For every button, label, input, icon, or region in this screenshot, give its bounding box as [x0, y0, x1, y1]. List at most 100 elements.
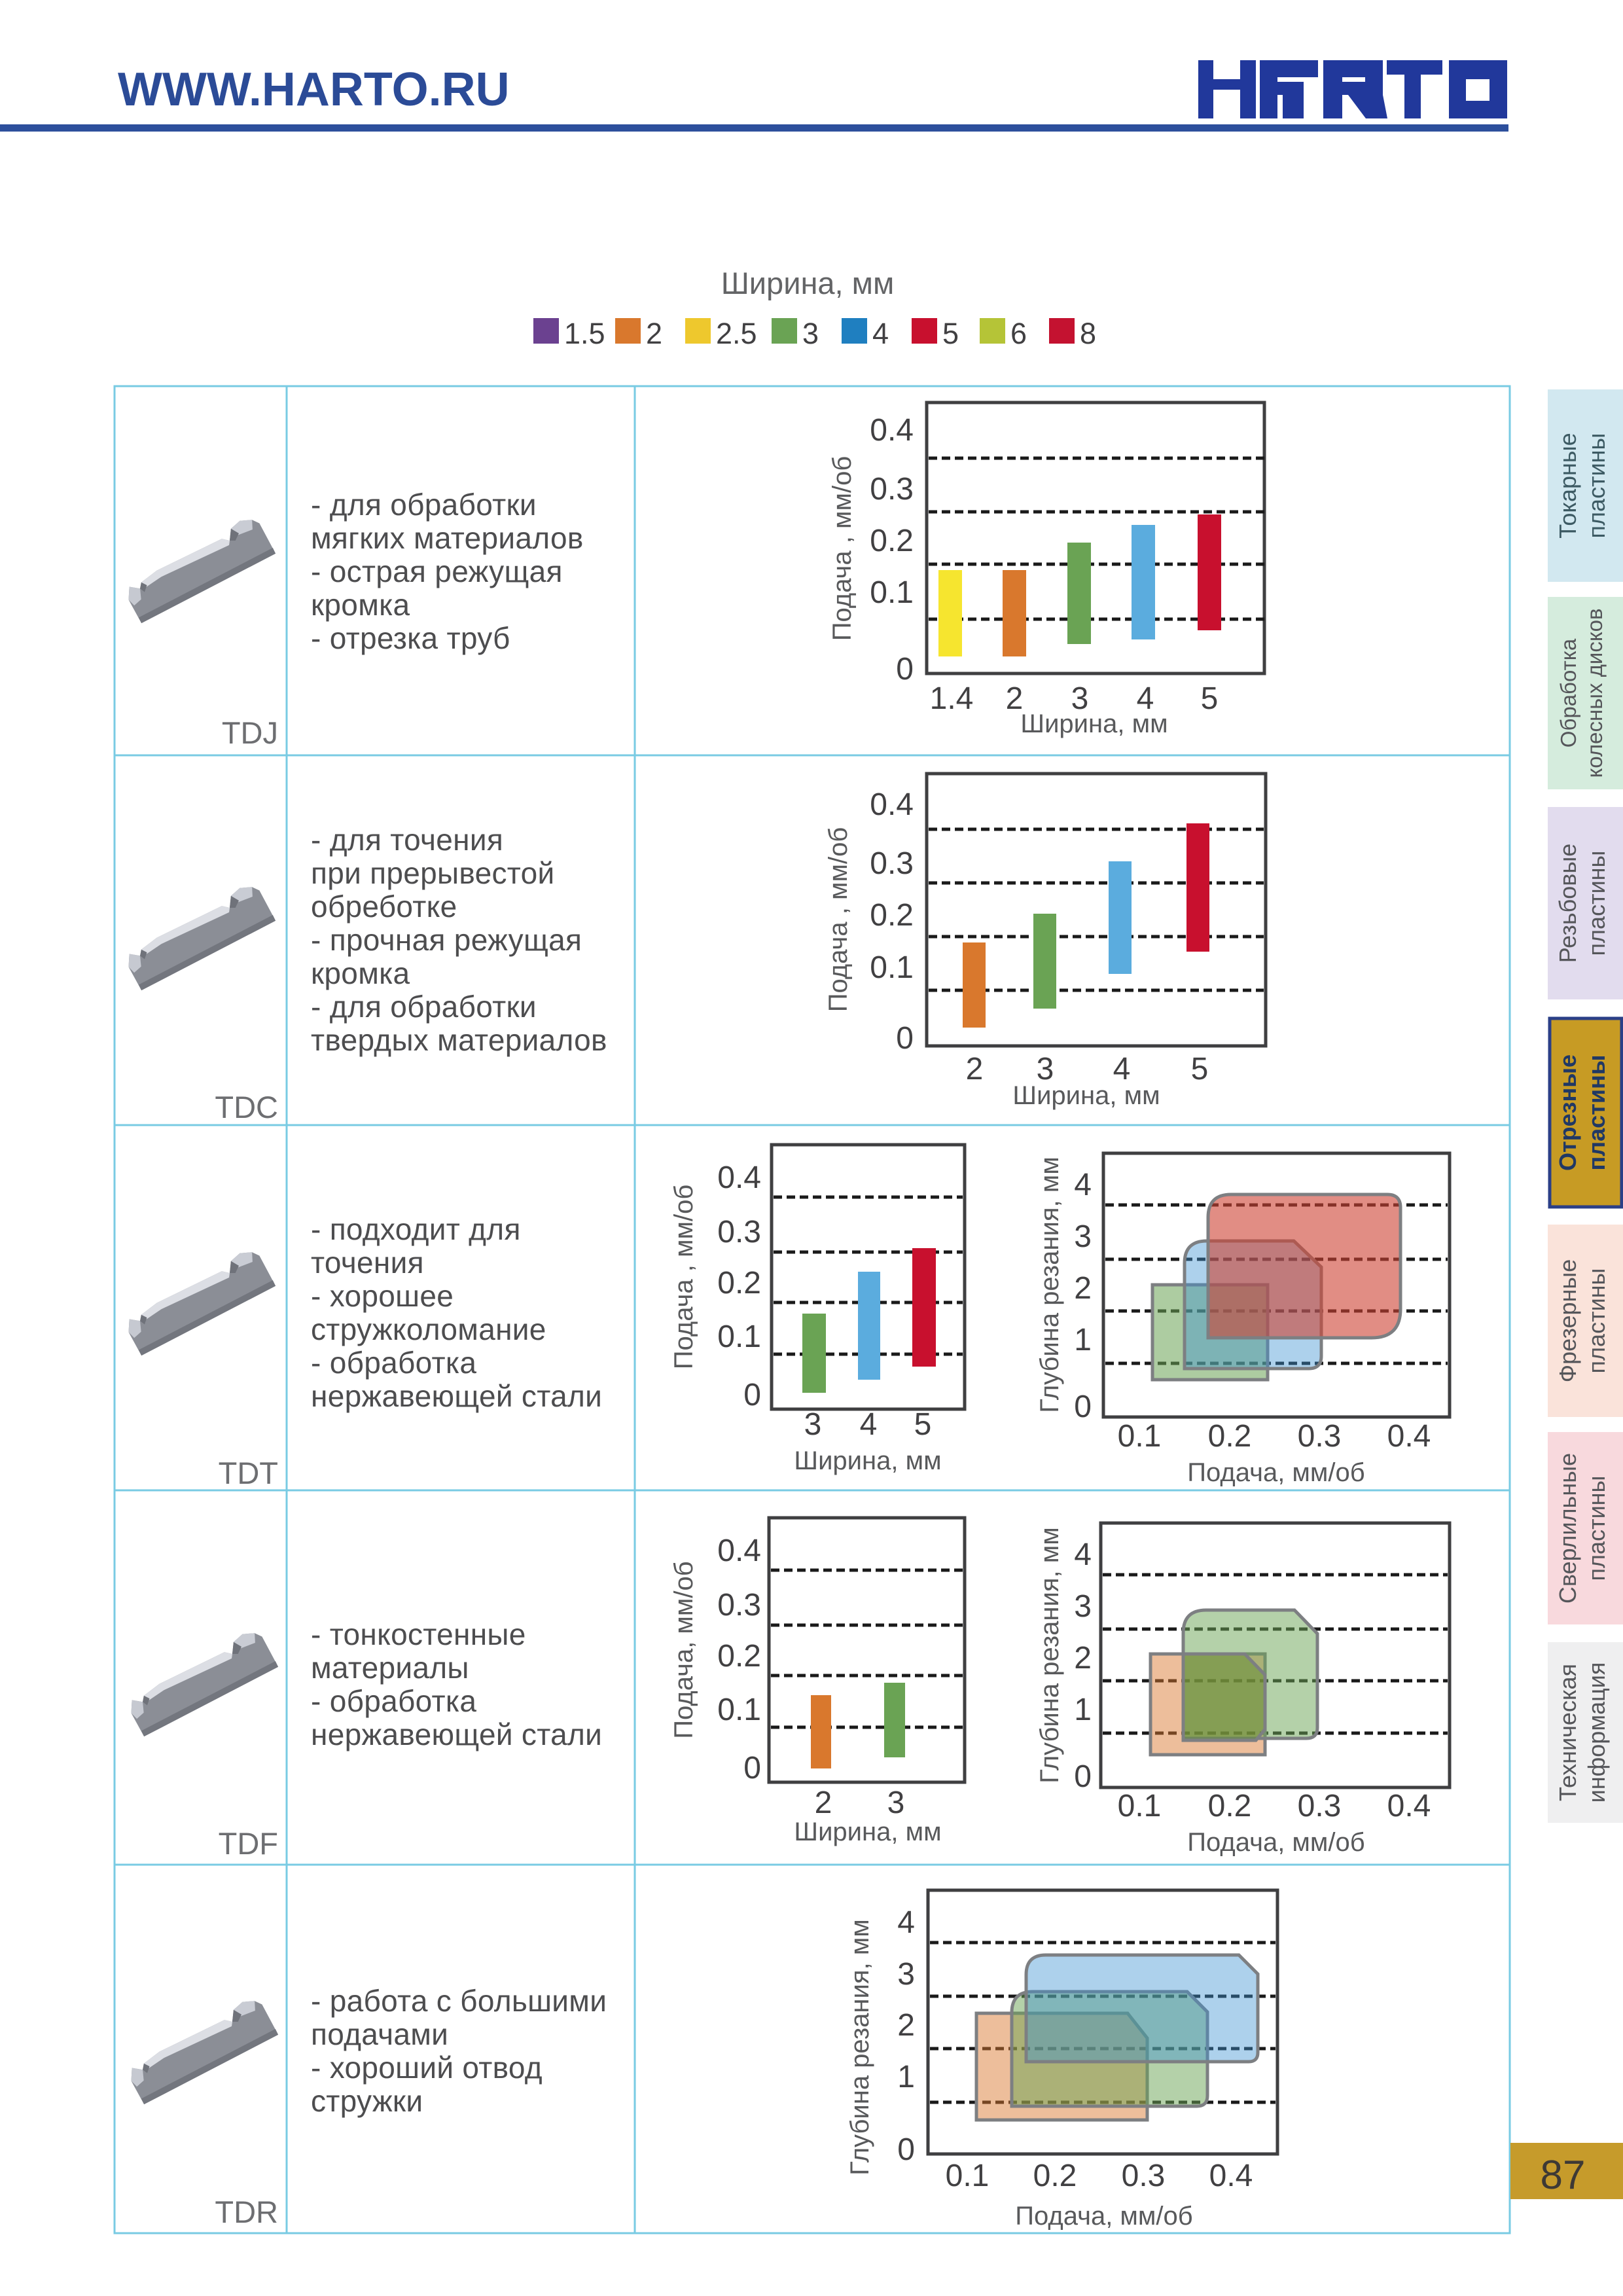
svg-text:2: 2	[815, 1785, 832, 1820]
svg-text:1.5: 1.5	[564, 317, 605, 350]
svg-text:кромка: кромка	[311, 956, 410, 990]
svg-text:0.3: 0.3	[1298, 1419, 1342, 1454]
svg-text:0.2: 0.2	[1033, 2159, 1077, 2193]
svg-text:0.4: 0.4	[717, 1534, 761, 1568]
svg-text:- тонкостенные: - тонкостенные	[311, 1617, 526, 1651]
svg-text:пластины: пластины	[1583, 851, 1610, 956]
svg-text:2: 2	[1006, 681, 1024, 716]
svg-text:0: 0	[897, 2132, 915, 2167]
svg-text:- обработка: - обработка	[311, 1346, 476, 1380]
svg-text:пластины: пластины	[1583, 433, 1610, 539]
svg-text:Глубина резания, мм: Глубина резания, мм	[1035, 1527, 1064, 1783]
svg-text:5: 5	[942, 317, 959, 350]
svg-text:1: 1	[1074, 1693, 1092, 1727]
svg-text:- для точения: - для точения	[311, 823, 503, 857]
svg-text:Резьбовые: Резьбовые	[1554, 844, 1581, 963]
svg-text:3: 3	[897, 1957, 915, 1992]
svg-text:Подача, мм/об: Подача, мм/об	[1187, 1828, 1364, 1857]
svg-text:2: 2	[966, 1052, 984, 1086]
svg-text:0: 0	[896, 1021, 914, 1056]
svg-text:точения: точения	[311, 1246, 424, 1280]
svg-text:подачами: подачами	[311, 2017, 448, 2051]
svg-text:0: 0	[896, 652, 914, 687]
svg-text:- хороший отвод: - хороший отвод	[311, 2051, 543, 2085]
svg-text:Фрезерные: Фрезерные	[1554, 1259, 1581, 1383]
svg-text:TDR: TDR	[215, 2195, 278, 2229]
svg-text:- подходит для: - подходит для	[311, 1212, 521, 1246]
svg-text:пластины: пластины	[1583, 1268, 1610, 1374]
svg-text:0.1: 0.1	[1118, 1419, 1162, 1454]
svg-text:0.4: 0.4	[1209, 2159, 1253, 2193]
svg-text:материалы: материалы	[311, 1651, 469, 1685]
svg-text:стружки: стружки	[311, 2084, 423, 2118]
svg-text:0.3: 0.3	[1122, 2159, 1166, 2193]
svg-text:- прочная режущая: - прочная режущая	[311, 923, 582, 957]
svg-text:0.2: 0.2	[1208, 1419, 1252, 1454]
svg-text:TDC: TDC	[215, 1090, 278, 1124]
svg-text:Ширина, мм: Ширина, мм	[1012, 1081, 1160, 1110]
svg-text:- для обработки: - для обработки	[311, 488, 537, 522]
svg-text:Ширина, мм: Ширина, мм	[794, 1446, 941, 1475]
svg-text:3: 3	[1071, 681, 1089, 716]
svg-text:TDF: TDF	[219, 1826, 278, 1861]
svg-text:Подача, мм/об: Подача, мм/об	[669, 1561, 698, 1738]
svg-text:87: 87	[1541, 2153, 1586, 2198]
svg-text:4: 4	[1113, 1052, 1131, 1086]
svg-text:стружколомание: стружколомание	[311, 1312, 546, 1346]
svg-text:5: 5	[1201, 681, 1219, 716]
svg-text:0.2: 0.2	[1208, 1789, 1252, 1823]
svg-text:кромка: кромка	[311, 588, 410, 622]
svg-text:Сверлильные: Сверлильные	[1554, 1453, 1581, 1604]
svg-text:0.1: 0.1	[717, 1319, 761, 1354]
svg-text:0.4: 0.4	[1387, 1789, 1431, 1823]
svg-text:Отрезные: Отрезные	[1554, 1054, 1581, 1171]
svg-text:3: 3	[887, 1785, 905, 1820]
svg-text:0.1: 0.1	[717, 1693, 761, 1727]
svg-text:Подача, мм/об: Подача, мм/об	[1015, 2202, 1192, 2231]
svg-text:1.4: 1.4	[930, 681, 974, 716]
svg-text:Подача, мм/об: Подача, мм/об	[1187, 1458, 1364, 1487]
svg-text:2: 2	[1074, 1271, 1092, 1306]
svg-text:информация: информация	[1583, 1662, 1610, 1803]
svg-text:6: 6	[1010, 317, 1027, 350]
svg-text:1: 1	[1074, 1323, 1092, 1357]
svg-text:4: 4	[872, 317, 889, 350]
svg-text:5: 5	[914, 1407, 932, 1442]
svg-text:- отрезка труб: - отрезка труб	[311, 621, 510, 655]
svg-text:0: 0	[743, 1378, 761, 1412]
svg-text:Подача , мм/об: Подача , мм/об	[824, 827, 853, 1013]
svg-text:2: 2	[897, 2008, 915, 2043]
svg-text:3: 3	[804, 1407, 822, 1442]
svg-text:0.1: 0.1	[1118, 1789, 1162, 1823]
svg-text:Токарные: Токарные	[1554, 433, 1581, 539]
svg-text:TDJ: TDJ	[222, 715, 278, 750]
svg-text:3: 3	[1074, 1589, 1092, 1624]
svg-text:мягких материалов: мягких материалов	[311, 521, 584, 555]
svg-text:4: 4	[1074, 1168, 1092, 1202]
svg-text:3: 3	[1037, 1052, 1054, 1086]
svg-text:0.2: 0.2	[870, 524, 914, 558]
svg-text:Обработка: Обработка	[1556, 638, 1580, 747]
svg-text:0.4: 0.4	[870, 787, 914, 822]
svg-text:Ширина, мм: Ширина, мм	[721, 266, 895, 300]
svg-text:- работа с большими: - работа с большими	[311, 1984, 607, 2018]
svg-text:Подача , мм/об: Подача , мм/об	[828, 456, 857, 641]
svg-text:- острая режущая: - острая режущая	[311, 554, 563, 588]
svg-text:0.2: 0.2	[870, 898, 914, 933]
svg-text:3: 3	[1074, 1219, 1092, 1254]
svg-text:Глубина резания, мм: Глубина резания, мм	[846, 1919, 874, 2175]
svg-text:2.5: 2.5	[716, 317, 757, 350]
svg-text:0: 0	[1074, 1390, 1092, 1424]
svg-text:TDT: TDT	[219, 1456, 278, 1490]
svg-text:Техническая: Техническая	[1554, 1664, 1581, 1801]
svg-text:0.2: 0.2	[717, 1639, 761, 1674]
svg-text:0.3: 0.3	[717, 1215, 761, 1249]
svg-text:обреботке: обреботке	[311, 889, 457, 924]
svg-text:0.4: 0.4	[717, 1160, 761, 1195]
svg-text:0.1: 0.1	[870, 575, 914, 610]
svg-text:нержавеющей стали: нержавеющей стали	[311, 1717, 602, 1751]
svg-text:0.3: 0.3	[870, 472, 914, 507]
svg-text:- для обработки: - для обработки	[311, 990, 537, 1024]
svg-text:1: 1	[897, 2060, 915, 2094]
svg-text:4: 4	[1137, 681, 1154, 716]
